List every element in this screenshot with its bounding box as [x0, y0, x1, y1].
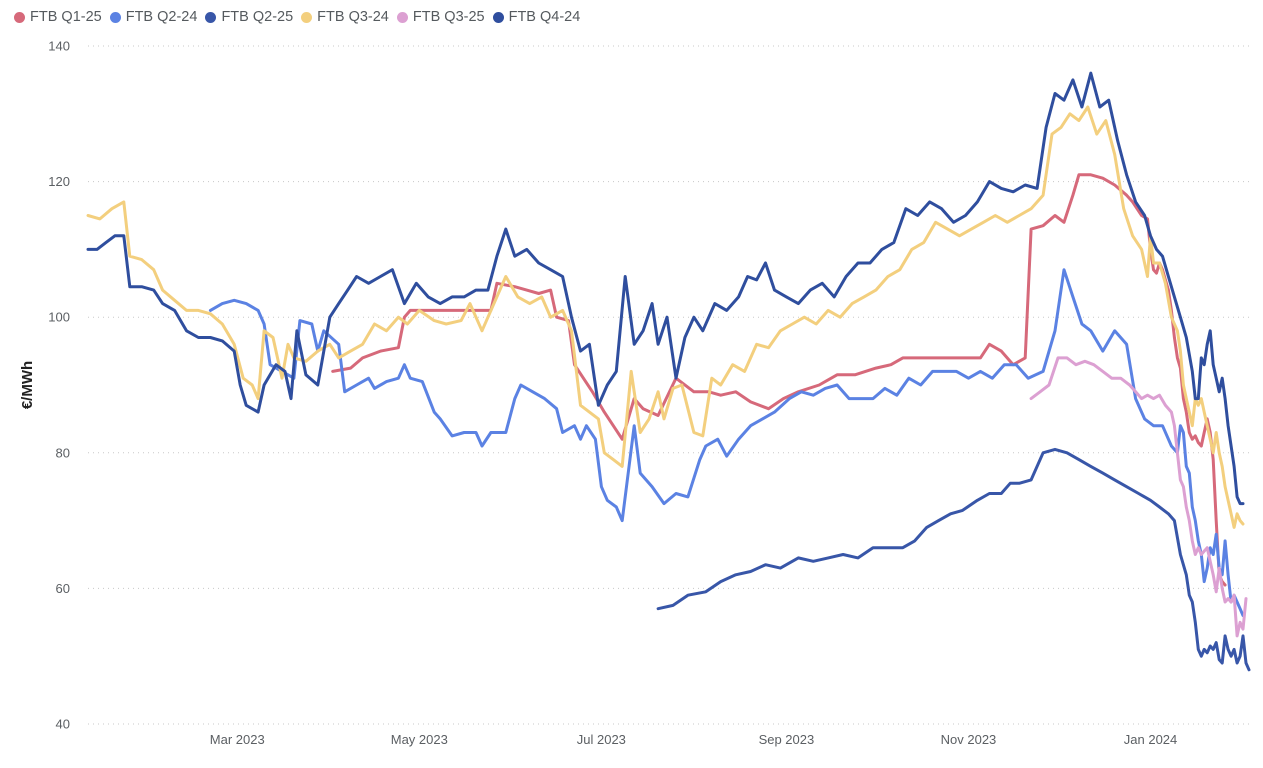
legend-label: FTB Q3-25 [412, 9, 485, 25]
y-tick-label: 120 [48, 174, 70, 189]
legend-label: FTB Q4-24 [508, 9, 581, 25]
series-line-ftb-q3-24 [86, 105, 1245, 529]
x-axis-ticks: Mar 2023 May 2023 Jul 2023 Sep 2023 Nov 2023… [210, 732, 1178, 747]
y-tick-label: 80 [56, 445, 70, 460]
x-tick-label: Mar 2023 [210, 732, 265, 747]
series-line-ftb-q2-24 [208, 268, 1245, 617]
y-axis-label: €/MWh [19, 361, 36, 409]
chart-legend: FTB Q1-25 FTB Q2-24 FTB Q2-25 FTB Q3-24 FTB … [14, 6, 588, 28]
legend-marker-icon [301, 11, 313, 23]
y-tick-label: 100 [48, 310, 70, 325]
series-line-ftb-q3-25 [1029, 356, 1248, 638]
legend-item[interactable]: FTB Q2-24 [109, 9, 198, 25]
y-tick-label: 40 [56, 717, 70, 732]
legend-marker-icon [109, 11, 121, 23]
legend-item[interactable]: FTB Q3-25 [396, 9, 485, 25]
legend-label: FTB Q1-25 [30, 9, 102, 25]
series-line-ftb-q1-25 [331, 173, 1227, 587]
y-axis-ticks: 40 60 80 100 120 140 [48, 39, 70, 732]
legend-label: FTB Q2-25 [221, 9, 294, 25]
legend-label: FTB Q2-24 [125, 9, 198, 25]
x-tick-label: Jul 2023 [577, 732, 626, 747]
x-tick-label: May 2023 [391, 732, 448, 747]
legend-marker-icon [205, 11, 217, 23]
legend-label: FTB Q3-24 [317, 9, 389, 25]
series-line-ftb-q4-24 [86, 71, 1245, 506]
legend-item[interactable]: FTB Q3-24 [301, 9, 389, 25]
legend-marker-icon [14, 11, 25, 23]
series-line-ftb-q2-25 [656, 447, 1251, 672]
x-tick-label: Jan 2024 [1124, 732, 1178, 747]
legend-item[interactable]: FTB Q2-25 [205, 9, 293, 25]
x-tick-label: Sep 2023 [759, 732, 815, 747]
series-lines [86, 71, 1251, 672]
y-tick-label: 60 [56, 581, 70, 596]
x-tick-label: Nov 2023 [941, 732, 997, 747]
legend-marker-icon [396, 11, 408, 23]
legend-item[interactable]: FTB Q1-25 [14, 9, 102, 25]
legend-marker-icon [492, 11, 504, 23]
y-tick-label: 140 [48, 39, 70, 54]
legend-item[interactable]: FTB Q4-24 [492, 9, 581, 25]
